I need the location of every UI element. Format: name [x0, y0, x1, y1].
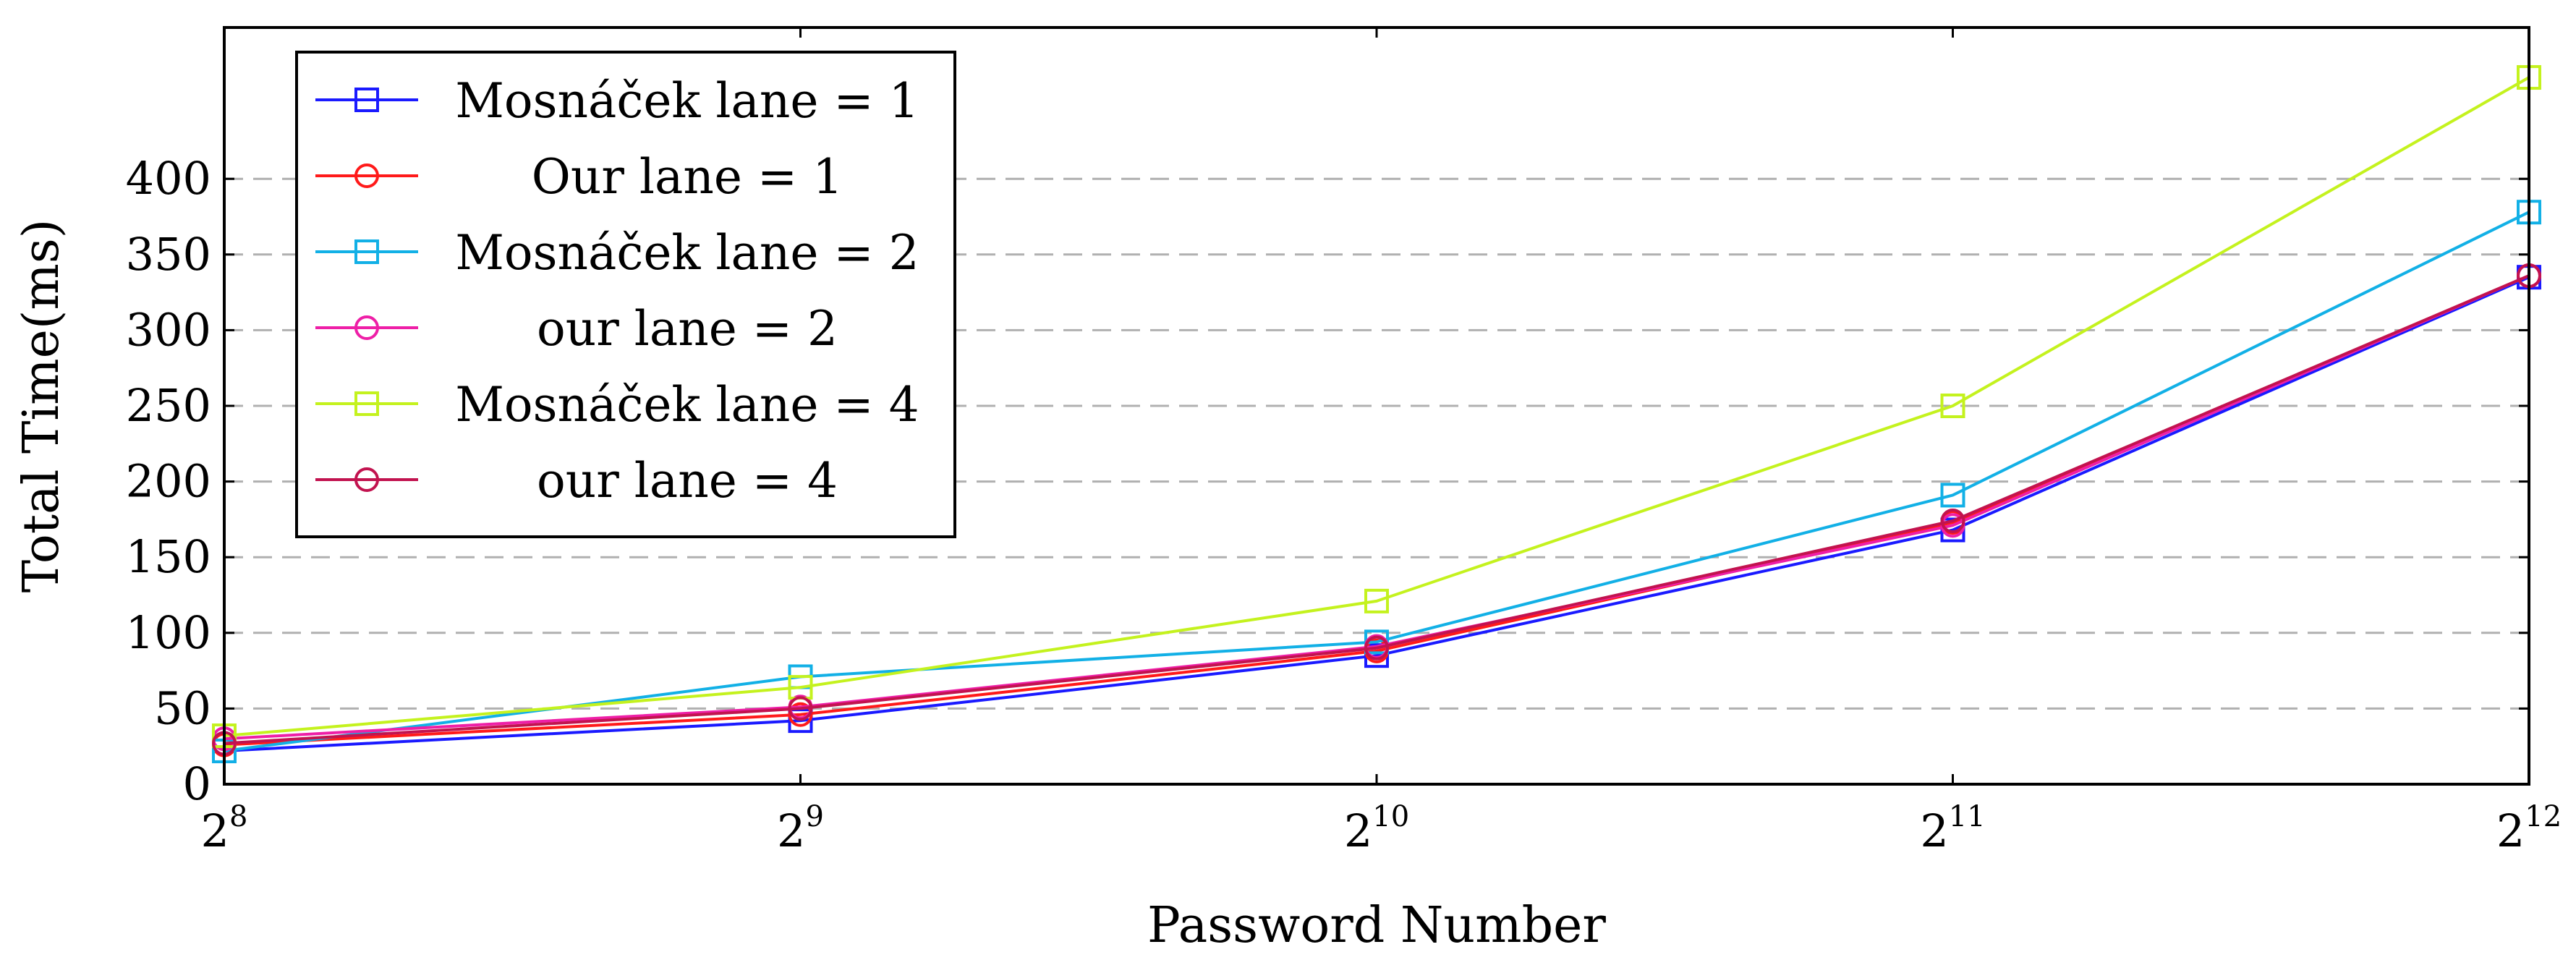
- x-axis-title: Password Number: [1147, 897, 1606, 954]
- square-marker: [354, 239, 379, 264]
- circle-marker: [788, 696, 813, 721]
- circle-marker: [788, 702, 813, 727]
- y-tick-label: 50: [154, 681, 211, 734]
- legend-entry-3: Mosnáček lane = 2: [315, 225, 919, 281]
- legend-label: Mosnáček lane = 4: [455, 377, 919, 433]
- y-tick-label: 250: [126, 379, 211, 432]
- x-tick-label: 210: [1344, 800, 1409, 857]
- series-line: [224, 76, 2530, 738]
- x-tick-label: 29: [777, 800, 824, 857]
- y-tick-label: 0: [183, 757, 211, 810]
- legend: Mosnáček lane = 1 Our lane = 1 Mosnáček la…: [295, 51, 956, 538]
- circle-marker: [354, 467, 379, 492]
- x-tick-label: 28: [201, 800, 248, 857]
- legend-label: our lane = 4: [537, 453, 838, 509]
- y-tick-label: 200: [126, 455, 211, 508]
- y-tick-label: 350: [126, 228, 211, 281]
- legend-entry-5: Mosnáček lane = 4: [315, 377, 919, 433]
- square-marker: [1940, 394, 1965, 418]
- square-marker: [354, 391, 379, 416]
- square-marker: [354, 88, 379, 112]
- legend-entry-6: our lane = 4: [315, 453, 838, 509]
- legend-entry-1: Mosnáček lane = 1: [315, 73, 919, 129]
- legend-box: [295, 51, 956, 538]
- circle-marker: [354, 315, 379, 340]
- x-tick-label: 212: [2496, 800, 2562, 857]
- square-marker: [1364, 588, 1389, 613]
- axes: 0 50 100 150 200 250 300 350 400 28 29 210 211 212: [126, 27, 2562, 857]
- series-line: [224, 276, 2530, 752]
- legend-label: Mosnáček lane = 2: [455, 225, 919, 281]
- y-tick-label: 150: [126, 530, 211, 583]
- y-tick-label: 100: [126, 606, 211, 659]
- legend-label: Our lane = 1: [532, 149, 843, 205]
- circle-marker: [354, 163, 379, 188]
- circle-marker: [1940, 508, 1965, 533]
- legend-label: Mosnáček lane = 1: [455, 73, 919, 129]
- square-marker: [1940, 483, 1965, 508]
- legend-entry-2: Our lane = 1: [315, 149, 843, 205]
- series-line: [224, 211, 2530, 752]
- y-axis-title: Total Time(ms): [13, 219, 70, 593]
- y-tick-label: 300: [126, 303, 211, 356]
- circle-marker: [1364, 635, 1389, 660]
- x-tick-label: 211: [1920, 800, 1985, 857]
- series-line: [224, 274, 2530, 745]
- legend-entry-4: our lane = 2: [315, 301, 838, 357]
- legend-label: our lane = 2: [537, 301, 838, 357]
- y-tick-label: 400: [126, 152, 211, 205]
- series-line: [224, 274, 2530, 741]
